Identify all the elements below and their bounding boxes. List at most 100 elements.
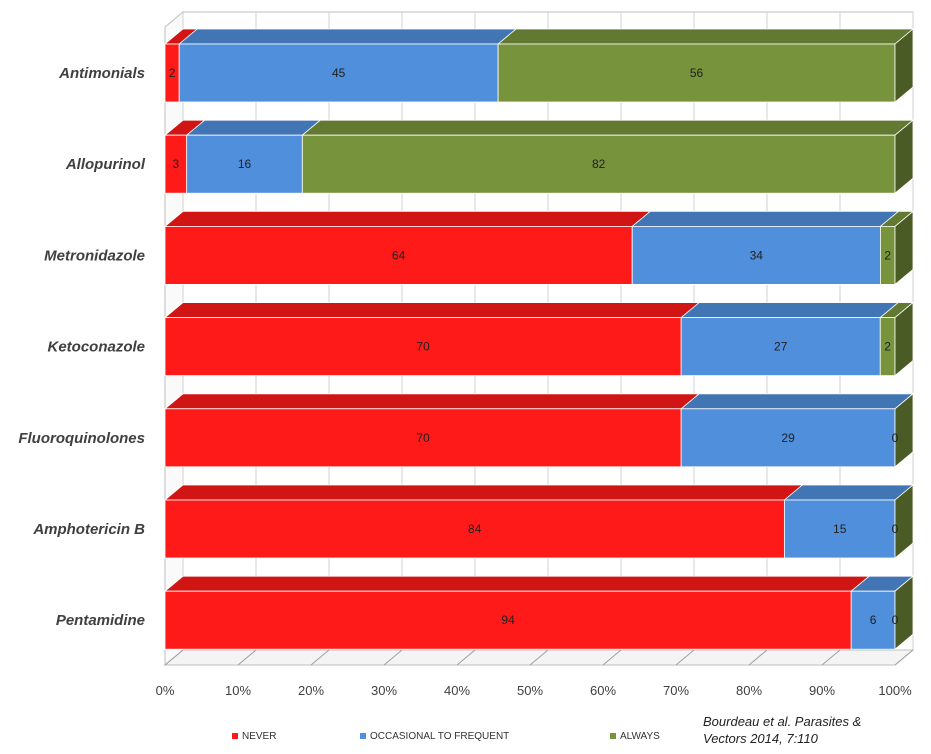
legend-swatch-never	[232, 733, 238, 740]
data-label: 15	[833, 522, 847, 536]
bar-segment	[631, 225, 881, 285]
bar-segment	[680, 317, 881, 377]
data-label: 29	[781, 431, 795, 445]
category-label: Amphotericin B	[32, 521, 145, 538]
x-tick-label: 30%	[371, 683, 397, 698]
bar-top-face	[163, 484, 804, 501]
floor-gridline	[602, 649, 622, 666]
bar-segment	[164, 225, 633, 285]
bar-top-face	[783, 484, 915, 501]
x-tick-label: 100%	[878, 683, 912, 698]
source-citation: Bourdeau et al. Parasites & Vectors 2014…	[703, 713, 923, 747]
bar-side-face	[894, 575, 914, 651]
x-tick-label: 10%	[225, 683, 251, 698]
x-tick-label: 80%	[736, 683, 762, 698]
floor-gridline	[529, 649, 549, 666]
bar-top-face	[680, 302, 900, 319]
floor-gridline	[821, 649, 841, 666]
data-label: 45	[332, 66, 346, 80]
bar-top-face	[163, 210, 652, 227]
bar-side-face	[894, 28, 914, 103]
legend-item-never: NEVER	[232, 731, 276, 742]
bar-side-face	[894, 301, 914, 377]
bar-side-face	[894, 119, 914, 195]
bar-segment	[850, 590, 896, 650]
x-tick-label: 40%	[444, 683, 470, 698]
floor-gridline	[237, 649, 257, 666]
data-label: 16	[238, 157, 252, 171]
data-label: 6	[870, 613, 877, 627]
legend-label-always: ALWAYS	[620, 731, 660, 742]
bar-top-face	[185, 119, 322, 136]
bar-group: 84 15 0	[163, 484, 915, 559]
category-label: Metronidazole	[44, 247, 145, 264]
legend-swatch-always	[610, 733, 616, 740]
bar-top-face	[178, 28, 518, 45]
data-label: 70	[416, 431, 430, 445]
bar-side-face	[894, 392, 914, 468]
bar-segment	[783, 499, 896, 559]
x-tick-label: 60%	[590, 683, 616, 698]
legend-swatch-occasional	[360, 733, 366, 740]
floor-gridline	[310, 649, 330, 666]
bar-top-face	[163, 393, 701, 410]
category-label: Antimonials	[58, 65, 145, 82]
bar-segment	[186, 134, 303, 194]
floor-gridline	[164, 649, 184, 666]
bar-group: 70 29 0	[163, 392, 915, 468]
data-label: 70	[416, 340, 430, 354]
data-label: 2	[884, 248, 891, 262]
floor-gridline	[675, 649, 695, 666]
legend-label-never: NEVER	[242, 731, 277, 742]
bar-segment	[164, 499, 785, 559]
bar-group: 94 6 0	[163, 575, 915, 651]
bar-top-face	[163, 575, 871, 592]
data-label: 64	[392, 248, 406, 262]
bar-top-face	[163, 302, 701, 319]
bars: 2 45 56 3 16 82 64 34 2 70 27 2 70 29 0 84 15 0 94 6 0	[163, 28, 915, 651]
source-line-2: Vectors 2014, 7:110	[703, 731, 818, 746]
data-label: 0	[892, 613, 899, 627]
x-tick-label: 50%	[517, 683, 543, 698]
x-tick-label: 20%	[298, 683, 324, 698]
category-label: Pentamidine	[56, 612, 145, 629]
data-label: 34	[750, 248, 764, 262]
x-tick-label: 70%	[663, 683, 689, 698]
x-tick-label: 0%	[156, 683, 175, 698]
data-label: 82	[592, 157, 606, 171]
bar-top-face	[301, 119, 915, 136]
bar-group: 3 16 82	[163, 119, 915, 195]
floor-gridline	[894, 649, 914, 666]
bar-segment	[164, 408, 682, 468]
bar-side-face	[894, 210, 914, 286]
legend-item-always: ALWAYS	[610, 731, 660, 742]
data-label: 3	[172, 157, 179, 171]
data-label: 0	[892, 522, 899, 536]
category-labels: Antimonials Allopurinol Metronidazole Ketoc…	[18, 65, 145, 629]
source-line-1: Bourdeau et al. Parasites &	[703, 714, 862, 729]
bar-segment	[164, 317, 682, 377]
bar-side-face	[894, 484, 914, 559]
bar-top-face	[631, 210, 900, 227]
data-label: 2	[884, 340, 891, 354]
floor-gridline	[383, 649, 403, 666]
data-label: 84	[468, 522, 482, 536]
legend-item-occasional: OCCASIONAL TO FREQUENT	[360, 731, 509, 742]
floor-gridline	[456, 649, 476, 666]
category-label: Fluoroquinolones	[18, 430, 145, 447]
data-label: 27	[774, 340, 788, 354]
data-label: 56	[690, 66, 704, 80]
bar-segment	[497, 43, 896, 103]
bar-segment	[178, 43, 499, 103]
x-tick-label: 90%	[809, 683, 835, 698]
bar-group: 70 27 2	[163, 301, 915, 377]
legend-label-occasional: OCCASIONAL TO FREQUENT	[370, 731, 510, 742]
floor-gridline	[748, 649, 768, 666]
category-label: Ketoconazole	[47, 339, 145, 356]
bar-group: 2 45 56	[163, 28, 915, 103]
data-label: 2	[169, 66, 176, 80]
bar-top-face	[497, 28, 915, 45]
bar-group: 64 34 2	[163, 210, 915, 286]
bar-top-face	[680, 393, 915, 410]
